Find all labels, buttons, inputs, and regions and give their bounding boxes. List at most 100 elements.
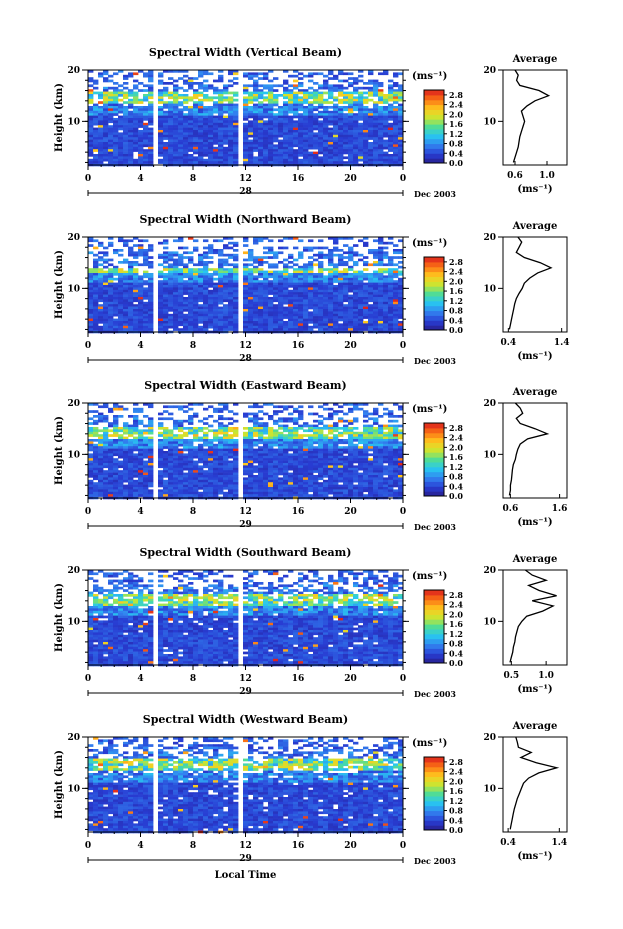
x-tick-label: 20 (344, 174, 357, 184)
colorbar-frame (423, 256, 445, 331)
profile-title: Average (512, 387, 558, 398)
y-tick-label: 20 (67, 399, 80, 409)
x-axis-label: Local Time (215, 870, 277, 881)
colorbar-segment (424, 94, 444, 101)
colorbar-segment (424, 315, 444, 321)
colorbar-segment (424, 148, 444, 154)
month-label: Dec 2003 (414, 189, 456, 199)
x-tick-label: 12 (239, 507, 252, 517)
colorbar-segment (424, 466, 444, 473)
x-tick-label: 0 (400, 174, 406, 184)
x-tick-label: 12 (239, 174, 252, 184)
colorbar-unit: (ms⁻¹) (412, 571, 447, 582)
colorbar-segment (424, 609, 444, 615)
x-tick-label: 0 (85, 341, 91, 351)
colorbar-segment (424, 261, 444, 268)
colorbar-segment (424, 481, 444, 487)
colorbar-segment (424, 124, 444, 130)
profile-y-tick-label: 20 (483, 733, 496, 743)
colorbar-frame (423, 756, 445, 831)
colorbar-segment (424, 286, 444, 292)
colorbar-segment (424, 761, 444, 768)
x-tick-label: 8 (190, 174, 196, 184)
colorbar-segment (424, 757, 444, 763)
average-profile: Average 10 20 0.5 1.0 (ms⁻¹) (483, 554, 568, 695)
profile-frame (502, 736, 568, 833)
x-tick-label: 12 (239, 341, 252, 351)
month-label: Dec 2003 (414, 689, 456, 699)
panel-title: Spectral Width (Westward Beam) (143, 713, 348, 726)
colorbar-segment (424, 604, 444, 610)
profile-line (509, 736, 560, 830)
colorbar-segment (424, 648, 444, 654)
colorbar-tick-label: 2.0 (449, 609, 463, 619)
colorbar-tick-label: 0.0 (449, 158, 463, 168)
profile-y-tick-label: 20 (483, 233, 496, 243)
colorbar-tick-label: 1.6 (449, 619, 463, 629)
colorbar-tick-label: 1.6 (449, 452, 463, 462)
colorbar-segment (424, 638, 444, 645)
heatmap-cells (88, 570, 404, 667)
x-tick-label: 0 (85, 174, 91, 184)
colorbar-segment (424, 820, 444, 826)
profile-x-label: (ms⁻¹) (517, 351, 552, 362)
colorbar-segment (424, 628, 444, 635)
panel-1: Spectral Width (Vertical Beam)1020Height… (54, 46, 568, 199)
profile-y-tick-label: 10 (483, 284, 496, 294)
profile-x-tick-label: 1.6 (552, 504, 568, 514)
panel-2: Spectral Width (Northward Beam)1020Heigh… (54, 213, 570, 366)
colorbar-segment (424, 486, 444, 492)
colorbar: 0.00.40.81.21.62.02.42.8 (423, 422, 463, 501)
colorbar-tick-label: 1.2 (449, 462, 463, 472)
heatmap-cells (88, 403, 404, 500)
profile-x-tick-label: 0.4 (500, 338, 516, 348)
colorbar-segment (424, 643, 444, 649)
y-tick-label: 20 (67, 233, 80, 243)
colorbar-tick-label: 1.2 (449, 296, 463, 306)
colorbar-segment (424, 614, 444, 620)
y-tick-label: 10 (67, 784, 80, 794)
profile-frame (502, 69, 568, 166)
colorbar-tick-label: 2.4 (449, 100, 463, 110)
colorbar-segment (424, 590, 444, 596)
colorbar-tick-label: 2.0 (449, 442, 463, 452)
colorbar-segment (424, 423, 444, 429)
colorbar-segment (424, 795, 444, 802)
colorbar-tick-label: 2.0 (449, 776, 463, 786)
x-tick-label: 8 (190, 841, 196, 851)
colorbar-tick-label: 0.8 (449, 306, 463, 316)
y-axis-label: Height (km) (54, 583, 65, 652)
y-axis-label: Height (km) (54, 250, 65, 319)
y-tick-label: 10 (67, 117, 80, 127)
x-tick-label: 8 (190, 341, 196, 351)
colorbar-segment (424, 815, 444, 821)
y-tick-label: 20 (67, 66, 80, 76)
profile-x-tick-label: 0.4 (500, 838, 516, 848)
profile-frame (502, 236, 568, 333)
panel-3: Spectral Width (Eastward Beam)1020Height… (54, 379, 568, 532)
colorbar-unit: (ms⁻¹) (412, 404, 447, 415)
colorbar-segment (424, 305, 444, 312)
x-tick-label: 12 (239, 841, 252, 851)
x-tick-label: 20 (344, 841, 357, 851)
profile-x-tick-label: 1.0 (538, 671, 554, 681)
x-tick-label: 16 (292, 174, 305, 184)
colorbar-frame (423, 589, 445, 664)
colorbar-tick-label: 0.8 (449, 472, 463, 482)
x-tick-label: 0 (85, 674, 91, 684)
profile-line (508, 236, 553, 330)
colorbar-segment (424, 786, 444, 792)
profile-x-label: (ms⁻¹) (517, 851, 552, 862)
profile-y-tick-label: 20 (483, 66, 496, 76)
colorbar-segment (424, 276, 444, 282)
colorbar-segment (424, 153, 444, 159)
colorbar: 0.00.40.81.21.62.02.42.8 (423, 89, 463, 168)
colorbar-tick-label: 2.4 (449, 767, 463, 777)
colorbar-segment (424, 771, 444, 777)
x-tick-label: 16 (292, 341, 305, 351)
profile-y-tick-label: 10 (483, 784, 496, 794)
month-label: Dec 2003 (414, 522, 456, 532)
profile-y-tick-label: 20 (483, 399, 496, 409)
colorbar-segment (424, 114, 444, 120)
colorbar-tick-label: 0.4 (449, 481, 463, 491)
